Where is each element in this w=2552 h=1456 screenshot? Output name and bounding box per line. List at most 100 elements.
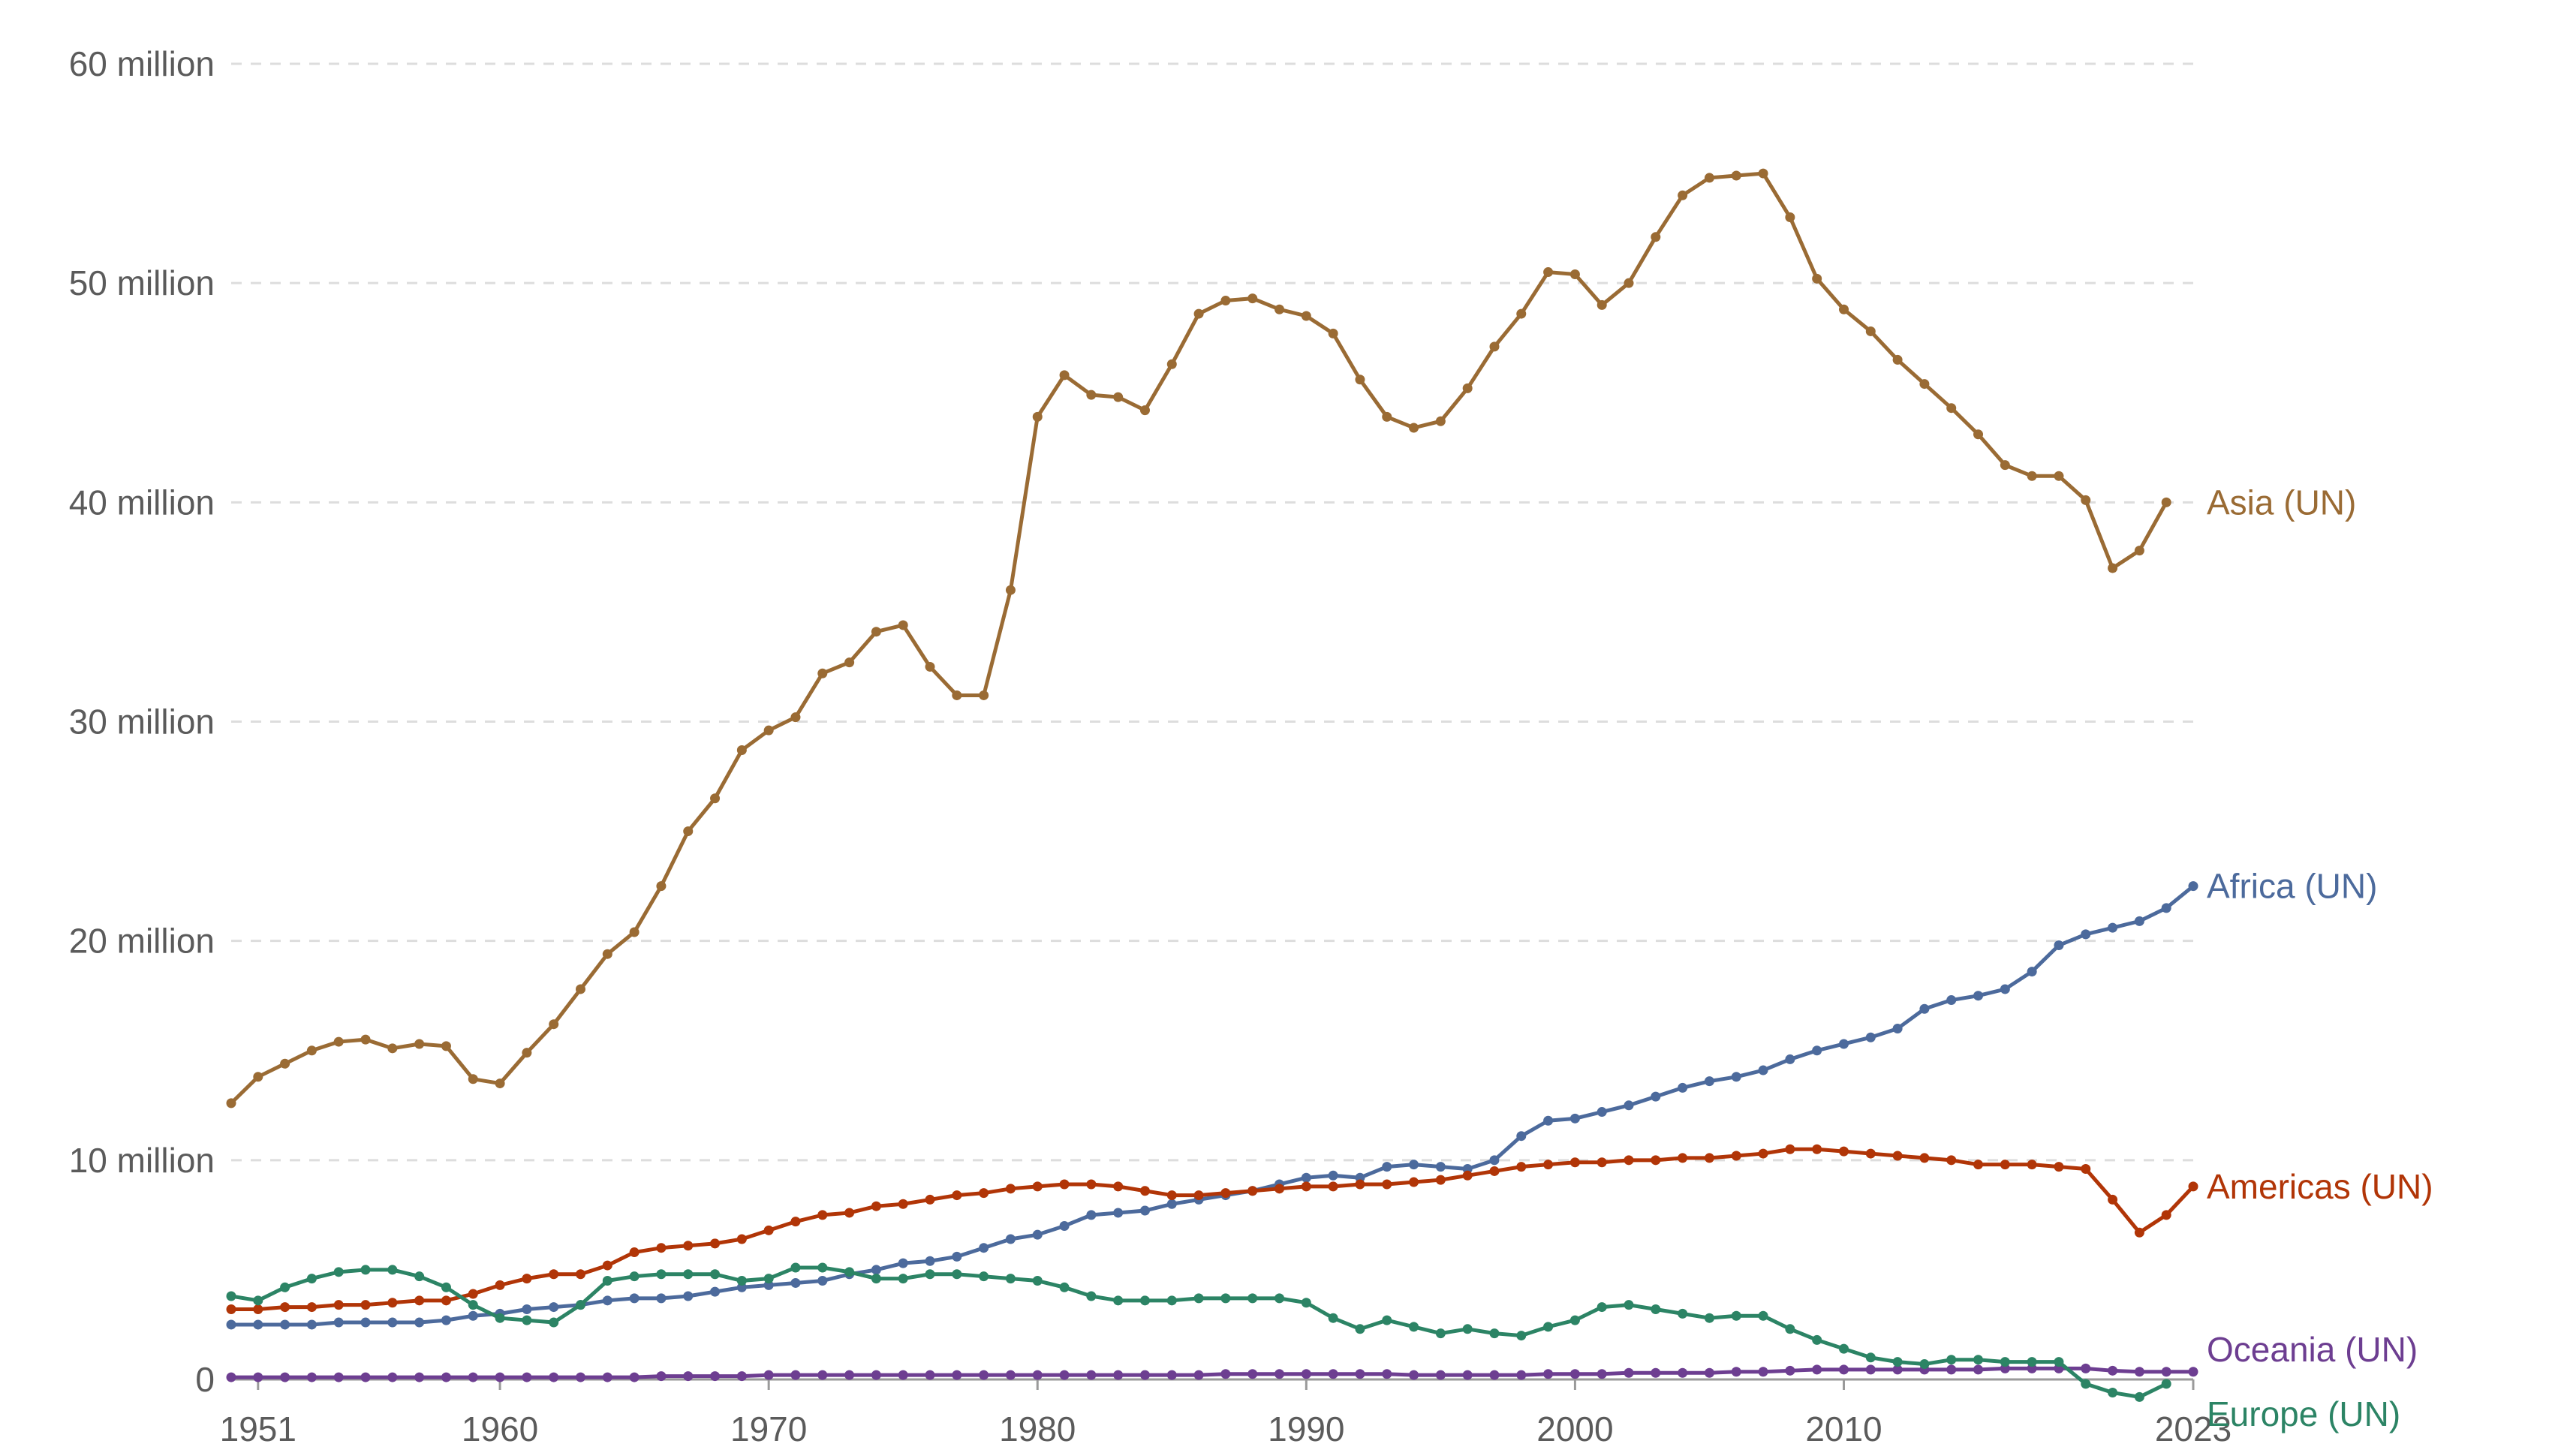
data-point bbox=[1624, 1155, 1634, 1166]
data-point bbox=[710, 793, 721, 804]
data-point bbox=[1678, 1367, 1688, 1378]
data-point bbox=[602, 949, 612, 959]
data-point bbox=[1838, 1146, 1849, 1157]
data-point bbox=[1731, 1151, 1741, 1161]
data-point bbox=[1435, 1370, 1446, 1380]
data-point bbox=[414, 1317, 425, 1328]
data-point bbox=[2081, 929, 2091, 940]
data-point bbox=[2108, 563, 2118, 573]
data-point bbox=[817, 1370, 828, 1380]
data-point bbox=[602, 1372, 612, 1382]
data-point bbox=[1247, 1369, 1258, 1379]
data-point bbox=[1543, 1160, 1554, 1170]
data-point bbox=[1382, 1369, 1392, 1379]
data-point bbox=[576, 984, 586, 994]
data-point bbox=[306, 1274, 317, 1284]
data-point bbox=[952, 690, 962, 700]
data-point bbox=[710, 1269, 721, 1280]
data-point bbox=[387, 1372, 398, 1382]
data-point bbox=[1328, 328, 1338, 338]
data-point bbox=[1569, 1369, 1580, 1379]
data-point bbox=[1569, 1315, 1580, 1325]
data-point bbox=[2161, 1379, 2171, 1389]
data-point bbox=[253, 1072, 263, 1082]
data-point bbox=[2108, 1194, 2118, 1205]
data-point bbox=[925, 1194, 935, 1205]
data-point bbox=[1032, 411, 1043, 422]
data-point bbox=[2134, 1227, 2144, 1238]
data-point bbox=[2000, 984, 2010, 994]
x-tick-label: 1951 bbox=[220, 1409, 296, 1448]
data-point bbox=[2188, 1181, 2198, 1192]
data-point bbox=[468, 1289, 478, 1299]
data-point bbox=[952, 1370, 962, 1380]
data-point bbox=[1892, 1357, 1903, 1367]
data-point bbox=[736, 1234, 747, 1244]
data-point bbox=[1516, 1162, 1527, 1172]
data-point bbox=[1059, 370, 1070, 381]
data-point bbox=[1758, 1148, 1768, 1159]
data-point bbox=[1919, 1003, 1930, 1014]
data-point bbox=[1597, 1302, 1607, 1313]
data-point bbox=[1489, 1155, 1500, 1166]
data-point bbox=[1301, 1369, 1311, 1379]
data-point bbox=[1678, 190, 1688, 200]
data-point bbox=[898, 1199, 908, 1209]
data-point bbox=[683, 1291, 694, 1301]
data-point bbox=[253, 1319, 263, 1330]
data-point bbox=[1624, 1367, 1634, 1378]
data-point bbox=[817, 1210, 828, 1220]
y-tick-label: 60 million bbox=[69, 44, 215, 83]
data-point bbox=[1785, 1324, 1795, 1334]
data-point bbox=[1382, 1315, 1392, 1325]
data-point bbox=[226, 1319, 236, 1330]
data-point bbox=[1946, 1364, 1957, 1375]
data-point bbox=[871, 1265, 881, 1275]
data-point bbox=[1489, 1166, 1500, 1176]
data-point bbox=[1624, 1300, 1634, 1310]
data-point bbox=[2081, 1379, 2091, 1389]
data-point bbox=[468, 1074, 478, 1084]
gridlines bbox=[231, 62, 2193, 1162]
data-point bbox=[1247, 1293, 1258, 1304]
data-point bbox=[1651, 232, 1661, 242]
data-point bbox=[1462, 1370, 1473, 1380]
data-point bbox=[495, 1078, 505, 1089]
y-tick-label: 50 million bbox=[69, 263, 215, 302]
data-point bbox=[1597, 1369, 1607, 1379]
data-point bbox=[817, 1276, 828, 1286]
data-point bbox=[736, 1276, 747, 1286]
data-point bbox=[1678, 1308, 1688, 1319]
data-point bbox=[979, 1271, 989, 1282]
x-tick-label: 2023 bbox=[2155, 1409, 2231, 1448]
data-point bbox=[549, 1317, 559, 1328]
data-point bbox=[1435, 1175, 1446, 1185]
data-point bbox=[1704, 1153, 1714, 1163]
y-tick-label: 40 million bbox=[69, 483, 215, 522]
data-point bbox=[2161, 497, 2171, 507]
data-point bbox=[1543, 1369, 1554, 1379]
data-point bbox=[1597, 1157, 1607, 1168]
data-point bbox=[333, 1036, 344, 1047]
data-point bbox=[1489, 1328, 1500, 1339]
data-point bbox=[1005, 1184, 1016, 1194]
data-point bbox=[495, 1313, 505, 1323]
data-point bbox=[1005, 1274, 1016, 1284]
data-point bbox=[1113, 1208, 1124, 1218]
data-point bbox=[522, 1304, 532, 1315]
data-point bbox=[1462, 1324, 1473, 1334]
data-point bbox=[871, 627, 881, 637]
data-point bbox=[414, 1295, 425, 1306]
data-point bbox=[1166, 1199, 1177, 1209]
data-point bbox=[1651, 1091, 1661, 1102]
data-point bbox=[1704, 1313, 1714, 1323]
data-point bbox=[602, 1260, 612, 1271]
data-point bbox=[1166, 359, 1177, 369]
data-point bbox=[1032, 1181, 1043, 1192]
data-point bbox=[1193, 308, 1204, 319]
data-point bbox=[952, 1269, 962, 1280]
data-point bbox=[522, 1048, 532, 1058]
data-point bbox=[1838, 1039, 1849, 1049]
series-americas bbox=[226, 1144, 2198, 1315]
data-point bbox=[1785, 212, 1795, 223]
